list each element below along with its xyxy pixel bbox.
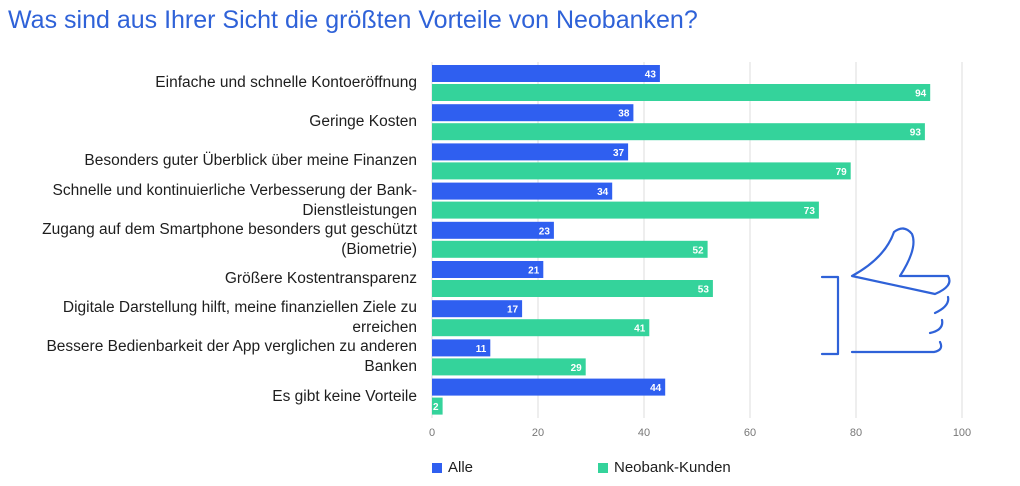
- category-label-line: Bessere Bedienbarkeit der App verglichen…: [46, 338, 417, 356]
- bar-neobank: [432, 84, 931, 101]
- data-label: 37: [613, 148, 625, 159]
- category-label-line: erreichen: [352, 319, 417, 337]
- data-label: 34: [597, 187, 609, 198]
- data-label: 79: [836, 167, 848, 178]
- category-label: Zugang auf dem Smartphone besonders gut …: [17, 220, 417, 260]
- x-tick-label: 20: [532, 427, 544, 439]
- category-label: Einfache und schnelle Kontoeröffnung: [17, 73, 417, 93]
- category-label: Bessere Bedienbarkeit der App verglichen…: [17, 337, 417, 377]
- data-label: 21: [528, 266, 540, 277]
- category-label: Schnelle und kontinuierliche Verbesserun…: [17, 181, 417, 221]
- bar-alle: [432, 65, 660, 82]
- category-label: Besonders guter Überblick über meine Fin…: [17, 151, 417, 171]
- bar-alle: [432, 143, 629, 161]
- x-tick-label: 100: [953, 427, 971, 439]
- category-label-line: Einfache und schnelle Kontoeröffnung: [155, 74, 417, 91]
- x-tick-label: 0: [429, 427, 435, 439]
- data-label: 43: [645, 70, 657, 81]
- legend-swatch-alle: [432, 462, 442, 473]
- data-label: 52: [692, 245, 704, 256]
- legend-label-alle: Alle: [448, 459, 474, 476]
- bar-alle: [432, 104, 634, 122]
- bar-alle: [432, 261, 544, 278]
- data-label: 17: [507, 305, 519, 316]
- bar-neobank: [432, 319, 650, 337]
- bar-neobank: [432, 358, 586, 376]
- category-label: Größere Kostentransparenz: [17, 269, 417, 289]
- bar-alle: [432, 300, 523, 318]
- legend-label-neobank: Neobank-Kunden: [614, 459, 731, 476]
- bar-neobank: [432, 162, 851, 180]
- data-label: 44: [650, 383, 662, 394]
- bar-alle: [432, 221, 554, 239]
- bar-alle: [432, 339, 491, 357]
- data-label: 93: [910, 128, 922, 139]
- x-tick-label: 40: [638, 427, 650, 439]
- category-label-line: (Biometrie): [341, 240, 417, 258]
- bar-alle: [432, 378, 666, 396]
- category-label-line: Schnelle und kontinuierliche Verbesserun…: [52, 181, 417, 199]
- bar-neobank: [432, 123, 925, 141]
- bar-alle: [432, 182, 613, 200]
- thumb-cuff: [820, 275, 840, 356]
- bar-neobank: [432, 397, 443, 415]
- thumb-hand: [850, 227, 951, 354]
- grid-lines: [431, 62, 963, 418]
- data-label: 11: [476, 344, 487, 355]
- bar-neobank: [432, 201, 819, 219]
- bar-neobank: [432, 240, 708, 258]
- x-tick-label: 80: [850, 427, 862, 439]
- data-label: 29: [571, 363, 583, 374]
- legend-swatch-neobank: [598, 462, 608, 473]
- data-label: 2: [433, 402, 439, 413]
- category-label: Digitale Darstellung hilft, meine finanz…: [17, 298, 417, 338]
- category-label: Geringe Kosten: [17, 112, 417, 132]
- bars: 43 94 38 93 37 79 34 73 23 52 21 53 17 41 11 29 44 2: [432, 65, 931, 415]
- legend-item-alle: Alle: [432, 459, 473, 476]
- data-label: 41: [634, 324, 646, 335]
- bar-neobank: [432, 280, 713, 297]
- x-tick-label: 60: [744, 427, 756, 439]
- data-label: 38: [618, 109, 630, 120]
- data-label: 73: [804, 206, 816, 217]
- x-axis-ticks: 0 20 40 60 80 100: [429, 427, 971, 439]
- category-label: Es gibt keine Vorteile: [17, 387, 417, 407]
- category-label-line: Größere Kostentransparenz: [224, 270, 417, 287]
- data-label: 23: [539, 226, 551, 237]
- category-label-line: Zugang auf dem Smartphone besonders gut …: [42, 220, 417, 238]
- category-label-line: Besonders guter Überblick über meine Fin…: [84, 152, 417, 170]
- chart-title: Was sind aus Ihrer Sicht die größten Vor…: [8, 6, 698, 34]
- data-label: 53: [698, 285, 710, 296]
- data-label: 94: [915, 89, 927, 100]
- category-label-line: Geringe Kosten: [309, 113, 417, 131]
- thumbs-up-icon: [820, 227, 951, 356]
- category-label-line: Dienstleistungen: [302, 201, 417, 219]
- category-label-line: Digitale Darstellung hilft, meine finanz…: [62, 299, 417, 317]
- legend-item-neobank: Neobank-Kunden: [598, 459, 731, 476]
- category-label-line: Banken: [364, 358, 417, 376]
- category-label-line: Es gibt keine Vorteile: [272, 387, 417, 405]
